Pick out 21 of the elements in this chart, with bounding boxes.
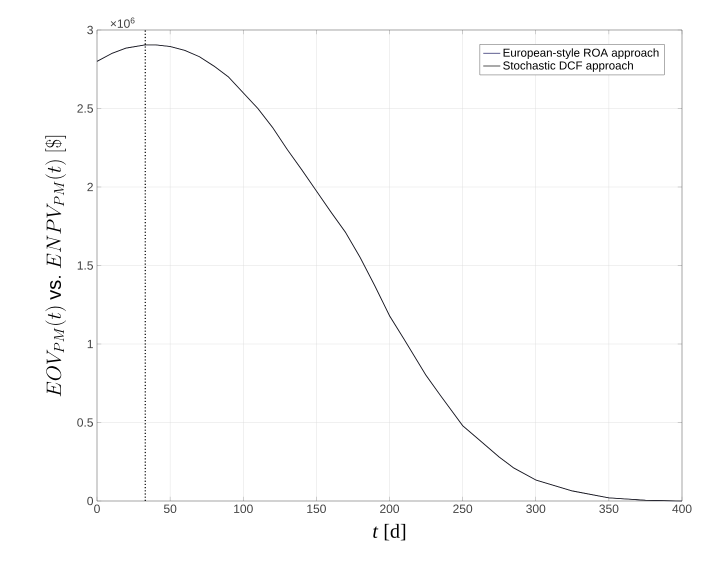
y-axis-title: $EOV_{PM}(t)\ \mathrm{vs.}\ ENPV_{PM}(t)\ [\$]$ — [45, 136, 66, 396]
y-tick-label: 1.5 — [78, 261, 93, 270]
x-axis-title: t [d] — [373, 524, 406, 540]
x-tick-label: 200 — [380, 504, 400, 514]
x-tick-label: 100 — [234, 504, 253, 514]
x-tick-label: 0 — [94, 504, 100, 514]
x-tick-label: 350 — [599, 504, 618, 514]
x-tick-label: 300 — [526, 504, 546, 514]
legend-label: European-style ROA approach — [504, 48, 659, 60]
y-tick-label: 0.5 — [77, 418, 93, 427]
text: ×10$^{6}$ — [110, 18, 135, 28]
y-tick-label: 1 — [88, 340, 93, 348]
x-tick-label: 400 — [672, 504, 692, 514]
legend-label: Stochastic DCF approach — [503, 61, 633, 72]
x-tick-label: 250 — [453, 504, 472, 514]
y-tick-label: 3 — [87, 26, 93, 34]
y-tick-label: 2.5 — [77, 104, 93, 113]
y-tick-label: 0 — [87, 496, 94, 506]
x-tick-label: 150 — [307, 504, 326, 514]
y-tick-label: 2 — [87, 182, 93, 192]
x-tick-label: 50 — [164, 504, 176, 514]
